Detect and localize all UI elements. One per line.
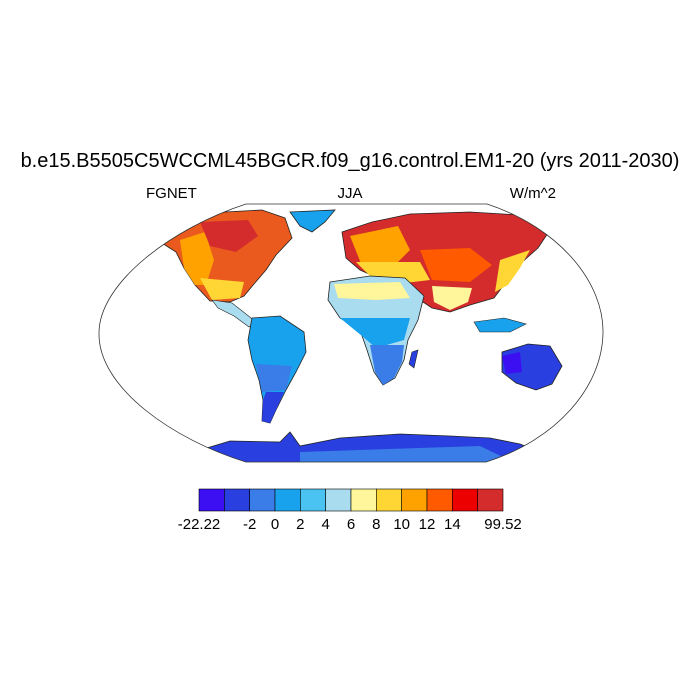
sahara-warm — [334, 282, 410, 300]
east-asia-warm — [495, 250, 530, 292]
south-america-south — [262, 392, 284, 423]
colorbar-labels: -22.22 -2 0 2 4 6 8 10 12 14 99.52 — [0, 516, 700, 536]
colorbar-box — [274, 488, 301, 512]
madagascar — [408, 349, 419, 369]
antarctica-interior — [300, 446, 505, 462]
colorbar — [198, 488, 504, 512]
central-america — [211, 299, 257, 328]
colorbar-box — [224, 488, 250, 512]
season-label: JJA — [337, 185, 363, 202]
colorbar-tick-label: 14 — [443, 516, 461, 533]
colorbar-box — [249, 488, 276, 512]
map-boundary — [98, 203, 604, 463]
north-america — [149, 209, 293, 303]
colorbar-box — [350, 488, 377, 512]
colorbar-tick-label: -22.22 — [177, 516, 221, 533]
colorbar-box — [426, 488, 453, 512]
africa-south — [370, 345, 404, 385]
colorbar-box — [401, 488, 428, 512]
colorbar-tick-label: 10 — [393, 516, 410, 533]
colorbar-box — [477, 488, 504, 512]
colorbar-tick-label: 0 — [270, 516, 280, 533]
canada-hot-core — [200, 220, 258, 252]
south-asia-yellow — [432, 286, 472, 310]
south-america-mid — [256, 364, 292, 392]
colorbar-box — [325, 488, 352, 512]
colorbar-tick-label: 8 — [372, 516, 381, 533]
colorbar-tick-label: 2 — [296, 516, 305, 533]
colorbar-tick-label: 4 — [321, 516, 330, 533]
indonesia — [473, 317, 527, 333]
plot-title: b.e15.B5505C5WCCML45BGCR.f09_g16.control… — [20, 150, 680, 172]
colorbar-box — [198, 488, 225, 512]
north-america-west-warm — [180, 232, 214, 285]
greenland — [289, 209, 336, 233]
colorbar-tick-label: -2 — [242, 516, 257, 533]
units-label: W/m^2 — [509, 185, 556, 202]
variable-label: FGNET — [146, 185, 197, 202]
north-america-south-cool — [200, 278, 244, 300]
colorbar-tick-label: 12 — [418, 516, 436, 533]
map-fill — [149, 209, 563, 462]
central-asia-orange — [420, 248, 492, 282]
colorbar-tick-label: 6 — [346, 516, 356, 533]
africa-central — [340, 318, 410, 348]
colorbar-box — [300, 488, 326, 512]
mediterranean-warm — [356, 262, 430, 284]
colorbar-box — [376, 488, 402, 512]
europe-warm — [350, 226, 410, 268]
australia-west — [502, 352, 522, 374]
colorbar-box — [452, 488, 478, 512]
colorbar-tick-label: 99.52 — [484, 516, 522, 533]
